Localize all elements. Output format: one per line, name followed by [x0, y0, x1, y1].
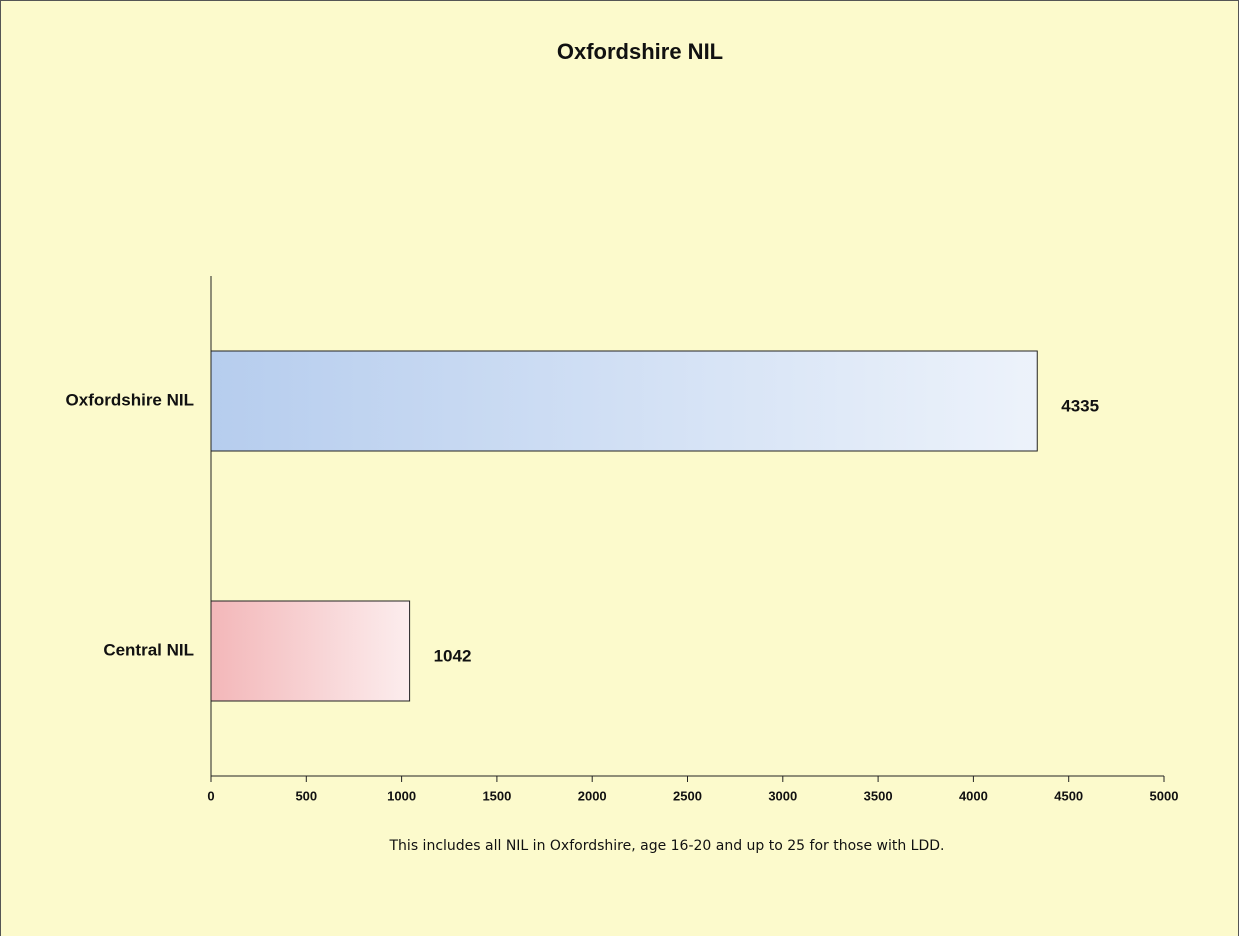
x-tick-label: 3500 — [864, 788, 893, 803]
value-label: 1042 — [434, 646, 472, 665]
x-tick-label: 1500 — [482, 788, 511, 803]
bar — [210, 600, 411, 702]
chart-title: Oxfordshire NIL — [557, 39, 723, 64]
x-tick-label: 1000 — [387, 788, 416, 803]
value-label: 4335 — [1061, 396, 1099, 415]
x-tick-label: 2500 — [673, 788, 702, 803]
x-tick-label: 5000 — [1150, 788, 1179, 803]
note: This includes all NIL in Oxfordshire, ag… — [389, 838, 945, 854]
y-tick-label: Oxfordshire NIL — [66, 390, 194, 409]
x-tick-label: 4000 — [959, 788, 988, 803]
x-tick-label: 2000 — [578, 788, 607, 803]
x-tick-label: 4500 — [1054, 788, 1083, 803]
x-tick-label: 0 — [207, 788, 214, 803]
bar — [210, 350, 1038, 452]
x-tick-label: 500 — [295, 788, 317, 803]
x-tick-label: 3000 — [768, 788, 797, 803]
y-tick-label: Central NIL — [103, 640, 194, 659]
